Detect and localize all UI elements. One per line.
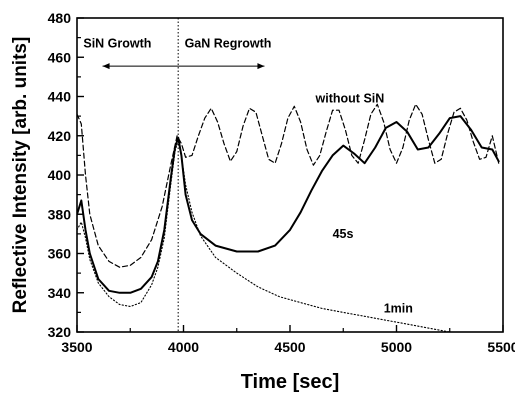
y-tick-label: 320 bbox=[48, 324, 72, 340]
annotation-label: without SiN bbox=[315, 91, 385, 105]
annotation-label: 1min bbox=[384, 301, 413, 315]
x-tick-label: 4000 bbox=[168, 339, 199, 355]
annotation-label: SiN Growth bbox=[83, 36, 151, 50]
arrow-head-right bbox=[257, 63, 265, 70]
y-tick-label: 360 bbox=[48, 246, 72, 262]
annotation-label: 45s bbox=[333, 227, 354, 241]
annotation-label: GaN Regrowth bbox=[185, 36, 272, 50]
y-axis-title: Reflective Intensity [arb. units] bbox=[10, 37, 31, 314]
series-line-dotted bbox=[77, 139, 456, 332]
y-tick-label: 480 bbox=[48, 10, 72, 26]
series-line-solid bbox=[77, 115, 500, 294]
y-tick-label: 420 bbox=[48, 128, 72, 144]
y-tick-label: 440 bbox=[48, 89, 72, 105]
y-tick-label: 460 bbox=[48, 49, 72, 65]
x-axis-title: Time [sec] bbox=[241, 371, 340, 393]
plot-frame bbox=[76, 17, 504, 333]
y-tick-label: 340 bbox=[48, 285, 72, 301]
arrow-head-left bbox=[102, 63, 110, 70]
x-tick-label: 5000 bbox=[381, 339, 412, 355]
x-tick-label: 4500 bbox=[274, 339, 305, 355]
series-line-dashed bbox=[77, 103, 500, 268]
x-tick-label: 5500 bbox=[487, 339, 515, 355]
y-tick-label: 400 bbox=[48, 167, 72, 183]
x-tick-label: 3500 bbox=[61, 339, 92, 355]
y-tick-label: 380 bbox=[48, 206, 72, 222]
